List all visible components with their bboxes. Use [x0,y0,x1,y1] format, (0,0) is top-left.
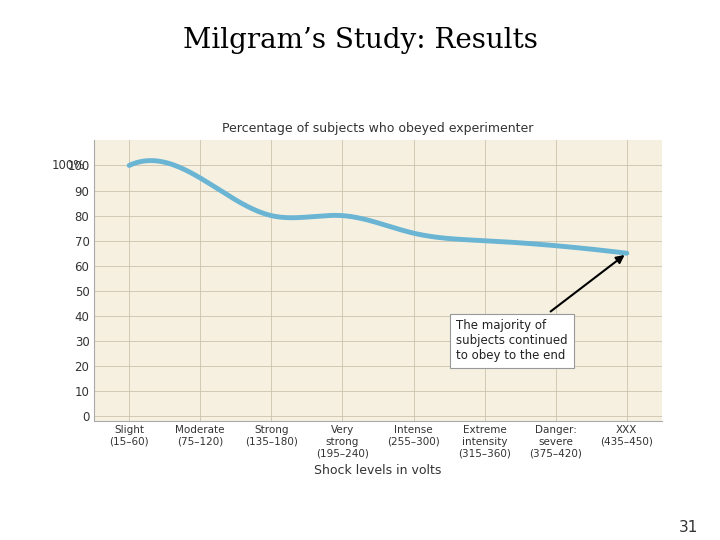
Text: Milgram’s Study: Results: Milgram’s Study: Results [183,27,537,54]
Text: 100%: 100% [52,159,85,172]
X-axis label: Shock levels in volts: Shock levels in volts [315,464,441,477]
Text: 31: 31 [679,519,698,535]
Title: Percentage of subjects who obeyed experimenter: Percentage of subjects who obeyed experi… [222,122,534,135]
Text: The majority of
subjects continued
to obey to the end: The majority of subjects continued to ob… [456,256,623,362]
